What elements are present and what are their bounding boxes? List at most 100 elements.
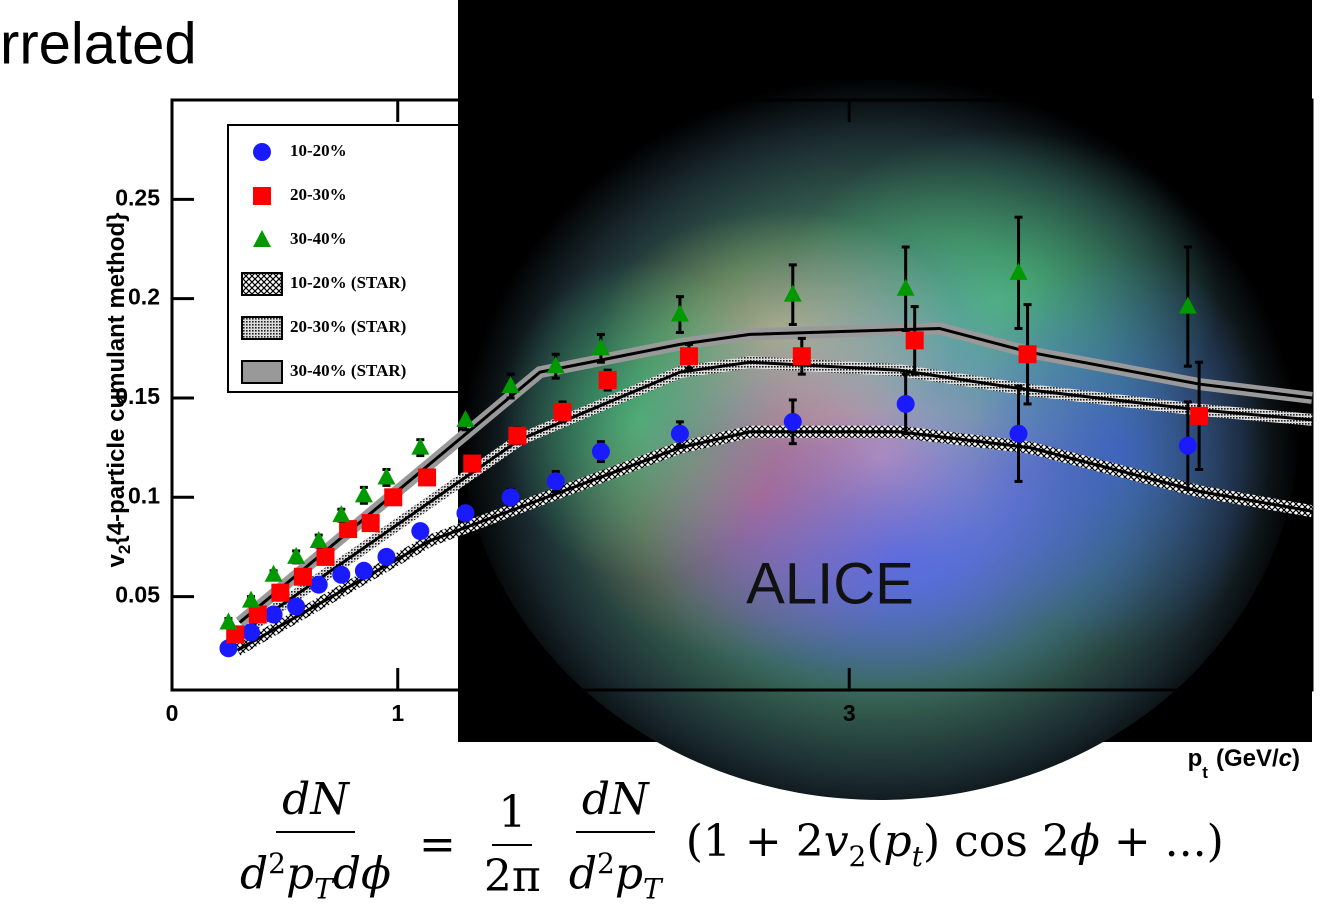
legend-label: 20-30% [290,185,347,204]
point [287,546,306,564]
point [264,605,283,624]
point [264,564,283,582]
x-axis-label: pt (GeV/c) [1188,745,1300,782]
point [377,547,396,566]
fraction: dN d2pTdϕ [234,769,397,920]
point [1018,345,1037,364]
point [253,230,271,247]
point [293,567,312,586]
point [253,143,271,161]
legend: 10-20% 20-30% 30-40% 10-20% (STAR) 20-30% (S… [227,124,469,393]
slide-title: rrelated [0,11,197,76]
eq-text: t [911,839,923,873]
legend-swatch [241,360,283,384]
x-label-main: p [1188,745,1203,772]
point [219,612,238,630]
point [332,565,351,584]
eq-text: + ...) [1099,816,1224,868]
point [361,514,380,533]
point [354,561,373,580]
point [1178,436,1197,455]
eq-text: p [614,848,643,900]
legend-label: 20-30% (STAR) [290,317,406,336]
image-label: ALICE [746,551,914,616]
point [242,623,261,642]
star-line [229,360,1313,642]
eq-text: ( [866,816,884,868]
point [456,504,475,523]
star-line [236,430,1313,652]
point [553,402,572,421]
point [1190,406,1209,425]
point [1178,296,1197,314]
fraction: 1 2π [478,782,547,908]
legend-label: 10-20% (STAR) [290,273,406,292]
legend-swatch [241,316,283,340]
point [316,547,335,566]
point [591,442,610,461]
point [670,304,689,322]
eq-text: = [419,819,456,870]
eq-text: p [286,848,315,900]
equation: dN d2pTdϕ = 1 2π dN d2pT (1 + 2v2(pt) co… [226,772,1224,917]
point [253,187,271,205]
eq-text: dN [276,769,355,833]
point [508,426,527,445]
eq-text: 2π [483,850,541,902]
eq-text: d [568,848,597,900]
point [501,376,520,394]
background-image: ALICE [458,0,1312,800]
x-label-sub: t [1202,763,1208,782]
point [905,331,924,350]
point [670,424,689,443]
point [219,639,238,658]
eq-text: dϕ [332,848,392,900]
eq-body: (1 + 2v2(pt) cos 2ϕ + ...) [686,816,1224,873]
image-blob [500,260,780,580]
legend-swatch [241,272,283,296]
plot-area [170,100,1314,690]
y-axis-label: v2{4-particle cumulant method} [103,213,134,568]
point [546,472,565,491]
point [226,625,245,644]
legend-label: 30-40% (STAR) [290,361,406,380]
eq-text: 2 [597,846,615,880]
eq-text: ) cos 2 [922,816,1070,868]
point [411,437,430,455]
eq-text: 2 [848,839,867,873]
point [377,467,396,485]
x-tick-label: 1 [391,700,404,726]
star-line [238,326,1313,624]
y-tick-label: 0.05 [115,582,160,608]
point [783,412,802,431]
point [1009,424,1028,443]
point [287,597,306,616]
legend-box [227,124,469,393]
fraction: dN d2pT [563,769,668,920]
point [354,485,373,503]
point [248,605,267,624]
point [896,394,915,413]
legend-label: 10-20% [290,141,347,160]
point [309,531,328,549]
point [591,338,610,356]
point [411,522,430,541]
y-tick-label: 0.25 [115,184,160,210]
point [456,409,475,427]
eq-text: dN [575,769,655,833]
eq-text: ϕ [1069,816,1100,868]
point [242,590,261,608]
x-label-unit-end: ) [1292,745,1300,772]
point [339,520,358,539]
x-label-unit-italic: c [1279,745,1292,772]
eq-text: T [314,872,333,906]
eq-text: (1 + 2 [685,816,824,868]
y-label-rest: {4-particle cumulant method} [103,213,130,545]
eq-text: 2 [268,846,286,880]
x-tick-label: 0 [166,700,179,726]
point [309,575,328,594]
point [1009,262,1028,280]
y-label-sub: 2 [115,545,134,554]
point [463,454,482,473]
